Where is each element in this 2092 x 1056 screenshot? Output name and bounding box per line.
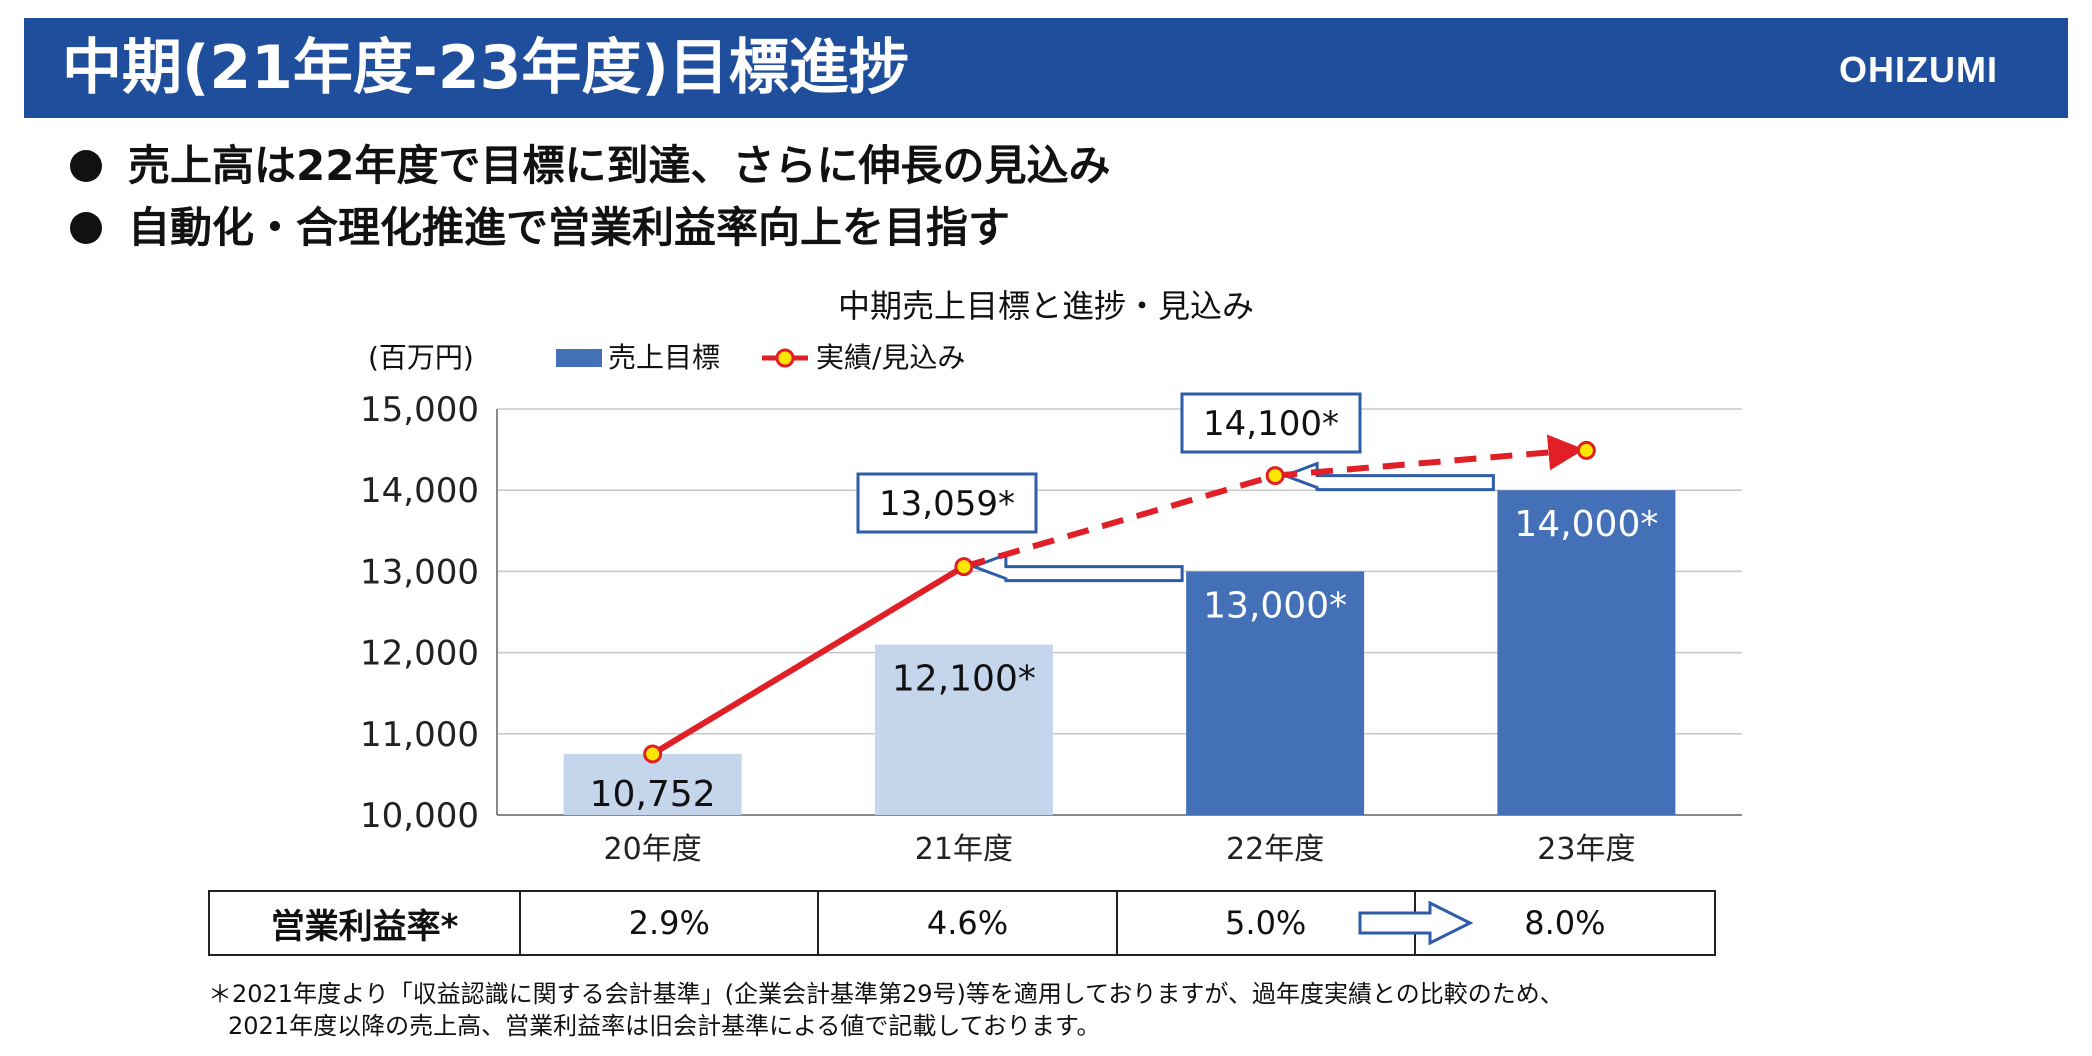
legend-line-entry: 実績/見込み	[760, 340, 965, 376]
bar-value-label: 13,000*	[1203, 585, 1347, 626]
bullet-item: 売上高は22年度で目標に到達、さらに伸長の見込み	[70, 138, 1110, 194]
line-point	[643, 744, 663, 764]
legend-line-marker-icon	[762, 348, 808, 368]
line-segment	[651, 564, 966, 757]
x-tick-label: 22年度	[1226, 832, 1324, 867]
bar	[874, 644, 1053, 815]
bar-value-label: 10,752	[590, 774, 716, 815]
bar	[1186, 571, 1365, 815]
legend-bar-swatch-icon	[556, 349, 602, 367]
sales-chart: 10,752 12,100* 13,000* 14,000* 10,000 11,000…	[360, 390, 1742, 867]
footnote-line: ＊2021年度より「収益認識に関する会計基準」(企業会計基準第29号)等を適用し…	[208, 980, 1564, 1008]
margin-cell-23: 8.0%	[1524, 904, 1606, 942]
margin-cell-21: 4.6%	[819, 892, 1118, 954]
bullet-item: 自動化・合理化推進で営業利益率向上を目指す	[70, 200, 1010, 256]
bar-value-label: 12,100*	[892, 658, 1036, 699]
x-tick-label: 21年度	[915, 832, 1013, 867]
margin-cell-22: 5.0%	[1118, 892, 1474, 954]
page-title: 中期(21年度-23年度)目標進捗	[62, 33, 909, 103]
line-point	[954, 557, 974, 577]
margin-value-22: 5.0%	[1225, 904, 1307, 942]
y-axis-unit-label: (百万円)	[368, 341, 474, 374]
line-segment	[1274, 434, 1585, 479]
bullet-dot-icon	[70, 150, 102, 182]
line-point	[1265, 466, 1285, 486]
callout-box	[1180, 392, 1362, 454]
legend-bar-label: 売上目標	[608, 341, 721, 374]
callout-value-label: 14,100*	[1203, 404, 1339, 444]
callout-box	[856, 472, 1038, 534]
bullet-text: 自動化・合理化推進で営業利益率向上を目指す	[128, 203, 1011, 252]
y-tick-label: 13,000	[360, 552, 479, 592]
y-tick-label: 11,000	[360, 715, 479, 755]
target-arrow-icon	[969, 552, 1184, 583]
y-tick-label: 10,000	[360, 796, 479, 836]
x-tick-label: 20年度	[604, 832, 702, 867]
line-point	[1576, 440, 1596, 460]
margin-cell-20: 2.9%	[521, 892, 820, 954]
line-segment	[963, 472, 1276, 570]
right-arrow-icon	[1358, 901, 1474, 945]
margin-table-header: 営業利益率*	[210, 892, 522, 954]
bar-value-label: 14,000*	[1514, 504, 1658, 545]
x-tick-label: 23年度	[1537, 832, 1635, 867]
y-tick-label: 15,000	[360, 390, 479, 430]
y-tick-label: 14,000	[360, 471, 479, 511]
bar	[1497, 490, 1676, 815]
chart-title: 中期売上目標と進捗・見込み	[837, 287, 1254, 325]
header-bar: 中期(21年度-23年度)目標進捗 OHIZUMI	[24, 18, 2068, 118]
legend-line-label: 実績/見込み	[816, 341, 966, 374]
company-logo: OHIZUMI	[1839, 49, 1998, 90]
callout-value-label: 13,059*	[879, 484, 1015, 524]
bullet-text: 売上高は22年度で目標に到達、さらに伸長の見込み	[128, 141, 1111, 190]
legend-bar-entry: 売上目標	[556, 340, 720, 376]
footnote-line: 2021年度以降の売上高、営業利益率は旧会計基準による値で記載しております。	[228, 1012, 1101, 1040]
y-tick-label: 12,000	[360, 634, 479, 674]
operating-margin-table: 営業利益率* 2.9% 4.6% 5.0% 8.0%	[208, 890, 1716, 956]
bar	[563, 753, 742, 815]
bullet-dot-icon	[70, 212, 102, 244]
